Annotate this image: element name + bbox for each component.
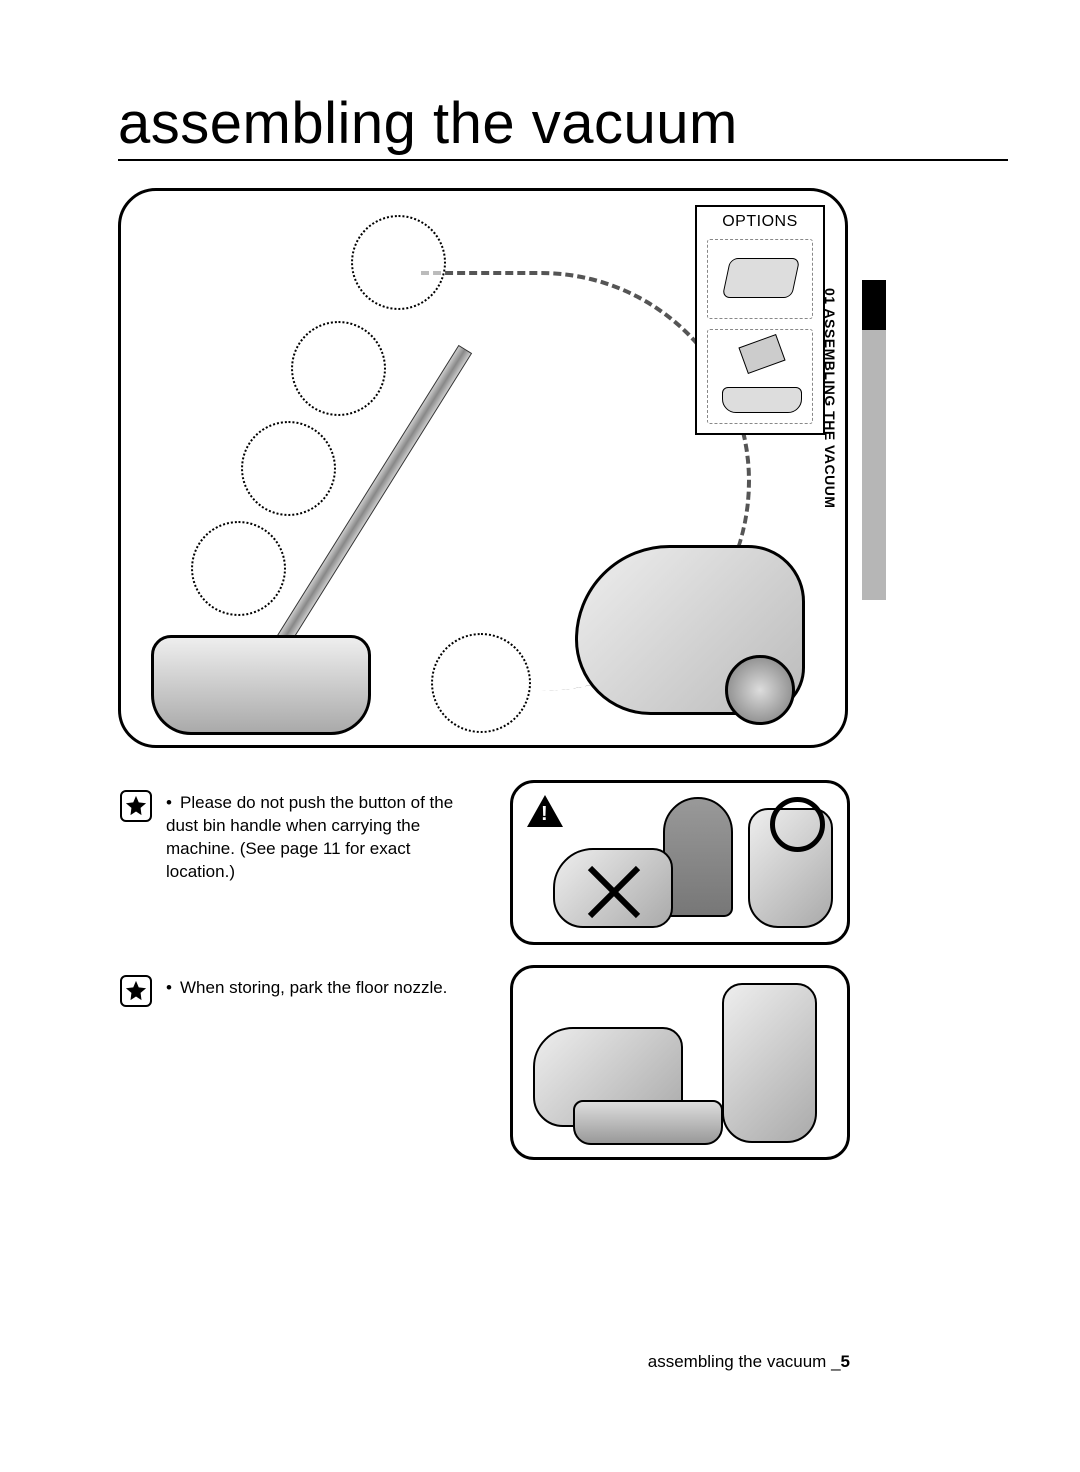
- option-accessory-slot: [707, 329, 813, 424]
- options-label: OPTIONS: [697, 207, 823, 231]
- callout-circle: [241, 421, 336, 516]
- page-number: 5: [841, 1352, 850, 1371]
- note-text-content: When storing, park the floor nozzle.: [180, 978, 447, 997]
- callout-circle: [291, 321, 386, 416]
- bullet-icon: •: [166, 977, 180, 1000]
- vacuum-wheel-illustration: [725, 655, 795, 725]
- star-icon: [125, 980, 147, 1002]
- warning-triangle-icon: [527, 795, 563, 827]
- cross-mark-icon: [583, 862, 643, 922]
- bullet-icon: •: [166, 792, 180, 815]
- note-star-icon: [120, 975, 152, 1007]
- accessory-icon: [738, 334, 785, 374]
- storage-figure: [510, 965, 850, 1160]
- floor-nozzle-illustration: [573, 1100, 723, 1145]
- option-accessory-slot: [707, 239, 813, 319]
- floor-head-illustration: [151, 635, 371, 735]
- circle-mark-icon: [770, 797, 825, 852]
- vacuum-upright-illustration: [722, 983, 817, 1143]
- footer-text: assembling the vacuum _: [648, 1352, 841, 1371]
- section-tab-label: 01 ASSEMBLING THE VACUUM: [822, 288, 838, 598]
- page-title: assembling the vacuum: [118, 90, 1008, 161]
- person-legs-illustration: [663, 797, 733, 917]
- assembly-diagram-figure: OPTIONS: [118, 188, 848, 748]
- warning-figure: [510, 780, 850, 945]
- callout-circle: [351, 215, 446, 310]
- section-tab: [862, 280, 886, 600]
- accessory-icon: [722, 258, 801, 298]
- note-star-icon: [120, 790, 152, 822]
- note-text: •When storing, park the floor nozzle.: [166, 977, 476, 1000]
- accessory-icon: [722, 387, 802, 413]
- star-icon: [125, 795, 147, 817]
- section-tab-marker: [862, 330, 886, 600]
- callout-circle: [431, 633, 531, 733]
- callout-circle: [191, 521, 286, 616]
- page-footer: assembling the vacuum _5: [648, 1352, 850, 1372]
- note-text-content: Please do not push the button of the dus…: [166, 793, 453, 881]
- note-text: •Please do not push the button of the du…: [166, 792, 476, 884]
- options-panel: OPTIONS: [695, 205, 825, 435]
- section-tab-marker-active: [862, 280, 886, 330]
